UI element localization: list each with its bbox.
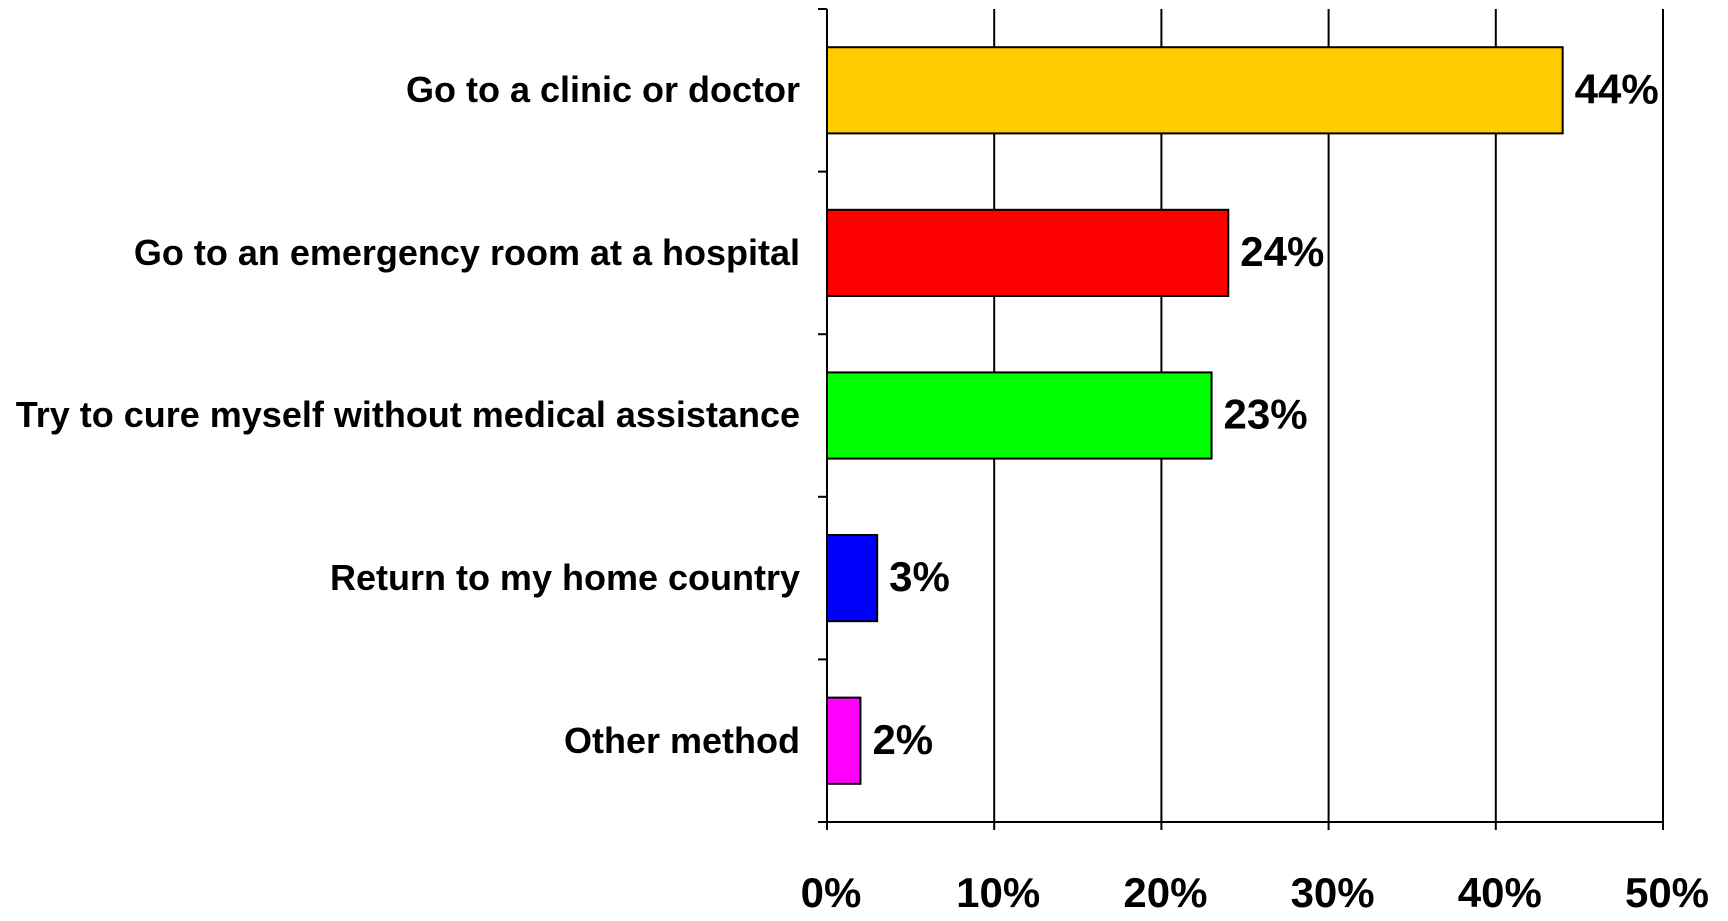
category-label-box: Return to my home country xyxy=(0,497,800,660)
category-label-box: Other method xyxy=(0,659,800,822)
value-label: 23% xyxy=(1224,391,1308,438)
value-label: 24% xyxy=(1240,228,1324,275)
category-label: Go to an emergency room at a hospital xyxy=(133,231,800,273)
bar xyxy=(826,371,1213,460)
value-label: 3% xyxy=(889,553,950,600)
bar xyxy=(826,46,1564,135)
x-tick-label: 30% xyxy=(1291,869,1375,916)
category-label: Try to cure myself without medical assis… xyxy=(15,394,800,436)
category-label-box: Try to cure myself without medical assis… xyxy=(0,334,800,497)
x-tick-label: 40% xyxy=(1458,869,1542,916)
value-label: 2% xyxy=(872,716,933,763)
value-label: 44% xyxy=(1575,65,1659,112)
category-label-box: Go to a clinic or doctor xyxy=(0,9,800,172)
category-label: Return to my home country xyxy=(329,557,800,599)
bar xyxy=(826,534,879,623)
x-tick-label: 20% xyxy=(1123,869,1207,916)
category-label-box: Go to an emergency room at a hospital xyxy=(0,172,800,335)
bar xyxy=(826,208,1230,297)
x-tick-label: 10% xyxy=(956,869,1040,916)
category-label: Other method xyxy=(563,719,800,761)
x-tick-label: 50% xyxy=(1625,869,1709,916)
x-tick-label: 0% xyxy=(801,869,862,916)
category-label: Go to a clinic or doctor xyxy=(405,69,800,111)
bar xyxy=(826,696,862,785)
